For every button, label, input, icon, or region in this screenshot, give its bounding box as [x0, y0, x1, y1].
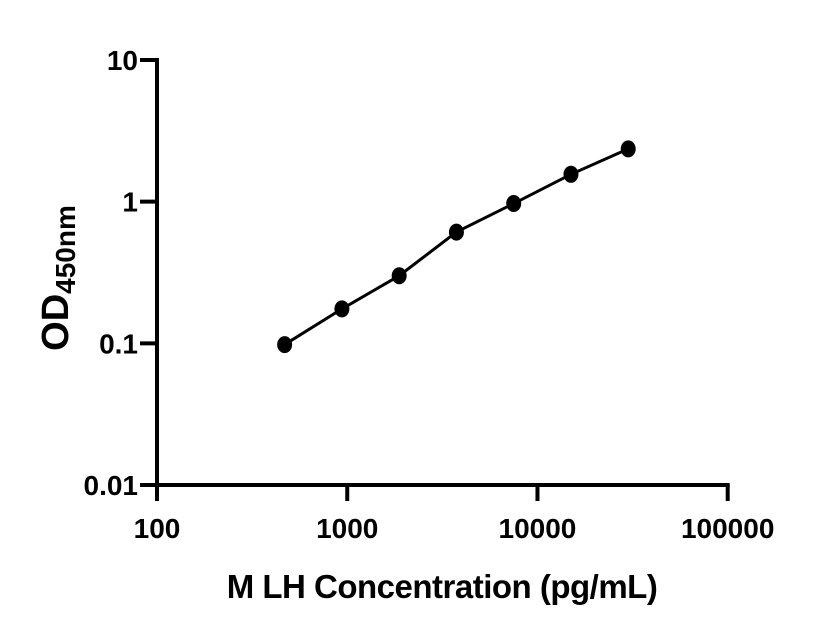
y-tick-label: 1: [122, 187, 138, 218]
y-axis-title-main: OD: [35, 294, 77, 351]
y-tick-label: 0.1: [99, 328, 138, 359]
x-tick-label: 100000: [681, 513, 774, 544]
data-point-marker: [563, 165, 579, 183]
y-tick-label: 10: [107, 45, 138, 76]
series-group: [277, 140, 636, 354]
y-axis-title-subscript: 450nm: [50, 205, 81, 294]
x-axis-title: M LH Concentration (pg/mL): [227, 568, 658, 605]
data-point-marker: [448, 223, 464, 241]
x-tick-label: 10000: [499, 513, 577, 544]
data-point-marker: [506, 195, 522, 213]
y-axis-title: OD450nm: [35, 205, 81, 351]
x-tick-label: 1000: [316, 513, 378, 544]
x-tick-label: 100: [134, 513, 181, 544]
data-point-marker: [334, 300, 350, 318]
data-point-marker: [277, 336, 293, 354]
data-point-marker: [391, 267, 407, 285]
data-point-marker: [620, 140, 636, 158]
y-tick-label: 0.01: [84, 470, 139, 501]
axes-group: 100 1000 10000 100000 10 1 0.1 0.01: [84, 45, 775, 544]
